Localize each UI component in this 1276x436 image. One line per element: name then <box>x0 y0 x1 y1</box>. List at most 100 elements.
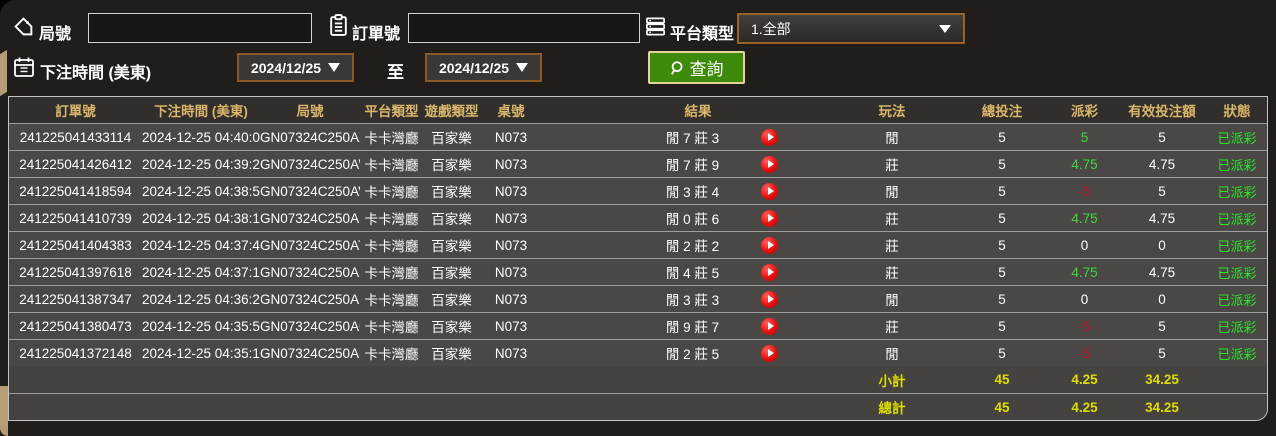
result-text: 閒 2 莊 5 <box>665 347 720 362</box>
cell-play: 閒 <box>885 185 899 200</box>
result-text: 閒 7 莊 3 <box>665 131 720 146</box>
cell-total-bet: 5 <box>998 291 1006 307</box>
order-number-input[interactable] <box>408 13 640 43</box>
cell-total-bet: 5 <box>998 210 1006 226</box>
subtotal-row: 小計 45 4.25 34.25 <box>9 366 1267 393</box>
cell-payout: -5 <box>1078 345 1091 361</box>
cell-table-no: N073 <box>494 129 528 145</box>
cell-total-bet: 5 <box>998 345 1006 361</box>
table-row: 241225041426412 2024-12-25 04:39:27 GN07… <box>9 150 1267 177</box>
cell-table-no: N073 <box>494 345 528 361</box>
cell-round: GN07324C250AT <box>260 237 360 253</box>
round-number-input[interactable] <box>88 13 312 43</box>
cell-play: 閒 <box>885 293 899 308</box>
cell-game: 百家樂 <box>431 158 472 173</box>
cell-payout: 0 <box>1080 237 1089 253</box>
play-icon[interactable] <box>761 128 779 146</box>
cell-game: 百家樂 <box>431 212 472 227</box>
cell-payout: -5 <box>1078 183 1091 199</box>
cell-valid-bet: 5 <box>1158 183 1166 199</box>
subtotal-label: 小計 <box>878 373 906 389</box>
cell-platform: 卡卡灣廳 <box>364 212 419 227</box>
total-total-bet: 45 <box>994 399 1010 415</box>
cell-table-no: N073 <box>494 183 528 199</box>
platform-type-select[interactable]: 1.全部 <box>737 13 965 44</box>
result-text: 閒 9 莊 7 <box>665 320 720 335</box>
cell-bet-time: 2024-12-25 04:39:27 <box>142 156 260 172</box>
cell-total-bet: 5 <box>998 129 1006 145</box>
cell-valid-bet: 0 <box>1158 237 1166 253</box>
cell-platform: 卡卡灣廳 <box>364 293 419 308</box>
cell-play: 莊 <box>885 212 899 227</box>
cell-platform: 卡卡灣廳 <box>364 320 419 335</box>
cell-order: 241225041426412 <box>19 156 132 172</box>
cell-round: GN07324C250AS <box>260 264 360 280</box>
play-icon[interactable] <box>761 317 779 335</box>
cell-platform: 卡卡灣廳 <box>364 266 419 281</box>
cell-bet-time: 2024-12-25 04:40:01 <box>142 129 260 145</box>
chevron-down-icon <box>328 63 341 72</box>
cell-round: GN07324C250AV <box>260 183 360 199</box>
header-valid-bet: 有效投注額 <box>1128 104 1196 119</box>
cell-status: 已派彩 <box>1217 265 1257 281</box>
calendar-icon <box>13 56 35 78</box>
header-status: 狀態 <box>1223 104 1251 119</box>
tag-icon <box>13 16 34 37</box>
cell-valid-bet: 4.75 <box>1148 264 1176 280</box>
table-row: 241225041418594 2024-12-25 04:38:51 GN07… <box>9 177 1267 204</box>
subtotal-valid-bet: 34.25 <box>1145 372 1179 387</box>
result-text: 閒 0 莊 6 <box>665 212 720 227</box>
cell-valid-bet: 4.75 <box>1148 156 1176 172</box>
table-row: 241225041397618 2024-12-25 04:37:16 GN07… <box>9 258 1267 285</box>
table-row: 241225041433114 2024-12-25 04:40:01 GN07… <box>9 123 1267 150</box>
header-play: 玩法 <box>878 104 906 119</box>
cell-round: GN07324C250AP <box>260 345 360 361</box>
cell-table-no: N073 <box>494 264 528 280</box>
play-icon[interactable] <box>761 263 779 281</box>
result-text: 閒 2 莊 2 <box>665 239 720 254</box>
play-icon[interactable] <box>761 155 779 173</box>
cell-bet-time: 2024-12-25 04:35:17 <box>142 345 260 361</box>
subtotal-total-bet: 45 <box>994 372 1010 387</box>
cell-valid-bet: 5 <box>1158 345 1166 361</box>
cell-valid-bet: 0 <box>1158 291 1166 307</box>
cell-play: 閒 <box>885 347 899 362</box>
cell-round: GN07324C250AW <box>260 156 360 172</box>
result-text: 閒 3 莊 3 <box>665 293 720 308</box>
cell-table-no: N073 <box>494 210 528 226</box>
platform-type-value: 1.全部 <box>751 20 791 37</box>
decorative-left-edge-top <box>0 49 7 97</box>
play-icon[interactable] <box>761 344 779 362</box>
cell-game: 百家樂 <box>431 347 472 362</box>
cell-play: 莊 <box>885 158 899 173</box>
cell-platform: 卡卡灣廳 <box>364 158 419 173</box>
date-from-value: 2024/12/25 <box>250 59 322 76</box>
cell-status: 已派彩 <box>1217 346 1257 362</box>
cell-result: 閒 3 莊 4 <box>542 181 832 201</box>
search-button[interactable]: 查詢 <box>648 51 745 84</box>
play-icon[interactable] <box>761 236 779 254</box>
cell-bet-time: 2024-12-25 04:38:51 <box>142 183 260 199</box>
table-row: 241225041372148 2024-12-25 04:35:17 GN07… <box>9 339 1267 366</box>
total-label: 總計 <box>878 401 906 416</box>
cell-result: 閒 4 莊 5 <box>542 262 832 282</box>
play-icon[interactable] <box>761 290 779 308</box>
play-icon[interactable] <box>761 209 779 227</box>
cell-platform: 卡卡灣廳 <box>364 131 419 146</box>
date-from-picker[interactable]: 2024/12/25 <box>237 53 354 82</box>
date-to-picker[interactable]: 2024/12/25 <box>425 53 542 82</box>
total-valid-bet: 34.25 <box>1145 399 1179 415</box>
cell-status: 已派彩 <box>1217 130 1257 146</box>
table-row: 241225041404383 2024-12-25 04:37:45 GN07… <box>9 231 1267 258</box>
header-round: 局號 <box>296 104 324 119</box>
cell-status: 已派彩 <box>1217 292 1257 308</box>
header-game: 遊戲類型 <box>424 104 479 119</box>
cell-payout: 4.75 <box>1071 156 1098 172</box>
table-row: 241225041410739 2024-12-25 04:38:14 GN07… <box>9 204 1267 231</box>
subtotal-payout: 4.25 <box>1071 372 1098 387</box>
cell-bet-time: 2024-12-25 04:37:16 <box>142 264 260 280</box>
play-icon[interactable] <box>761 182 779 200</box>
cell-status: 已派彩 <box>1217 238 1257 254</box>
cell-status: 已派彩 <box>1217 211 1257 227</box>
cell-play: 莊 <box>885 320 899 335</box>
